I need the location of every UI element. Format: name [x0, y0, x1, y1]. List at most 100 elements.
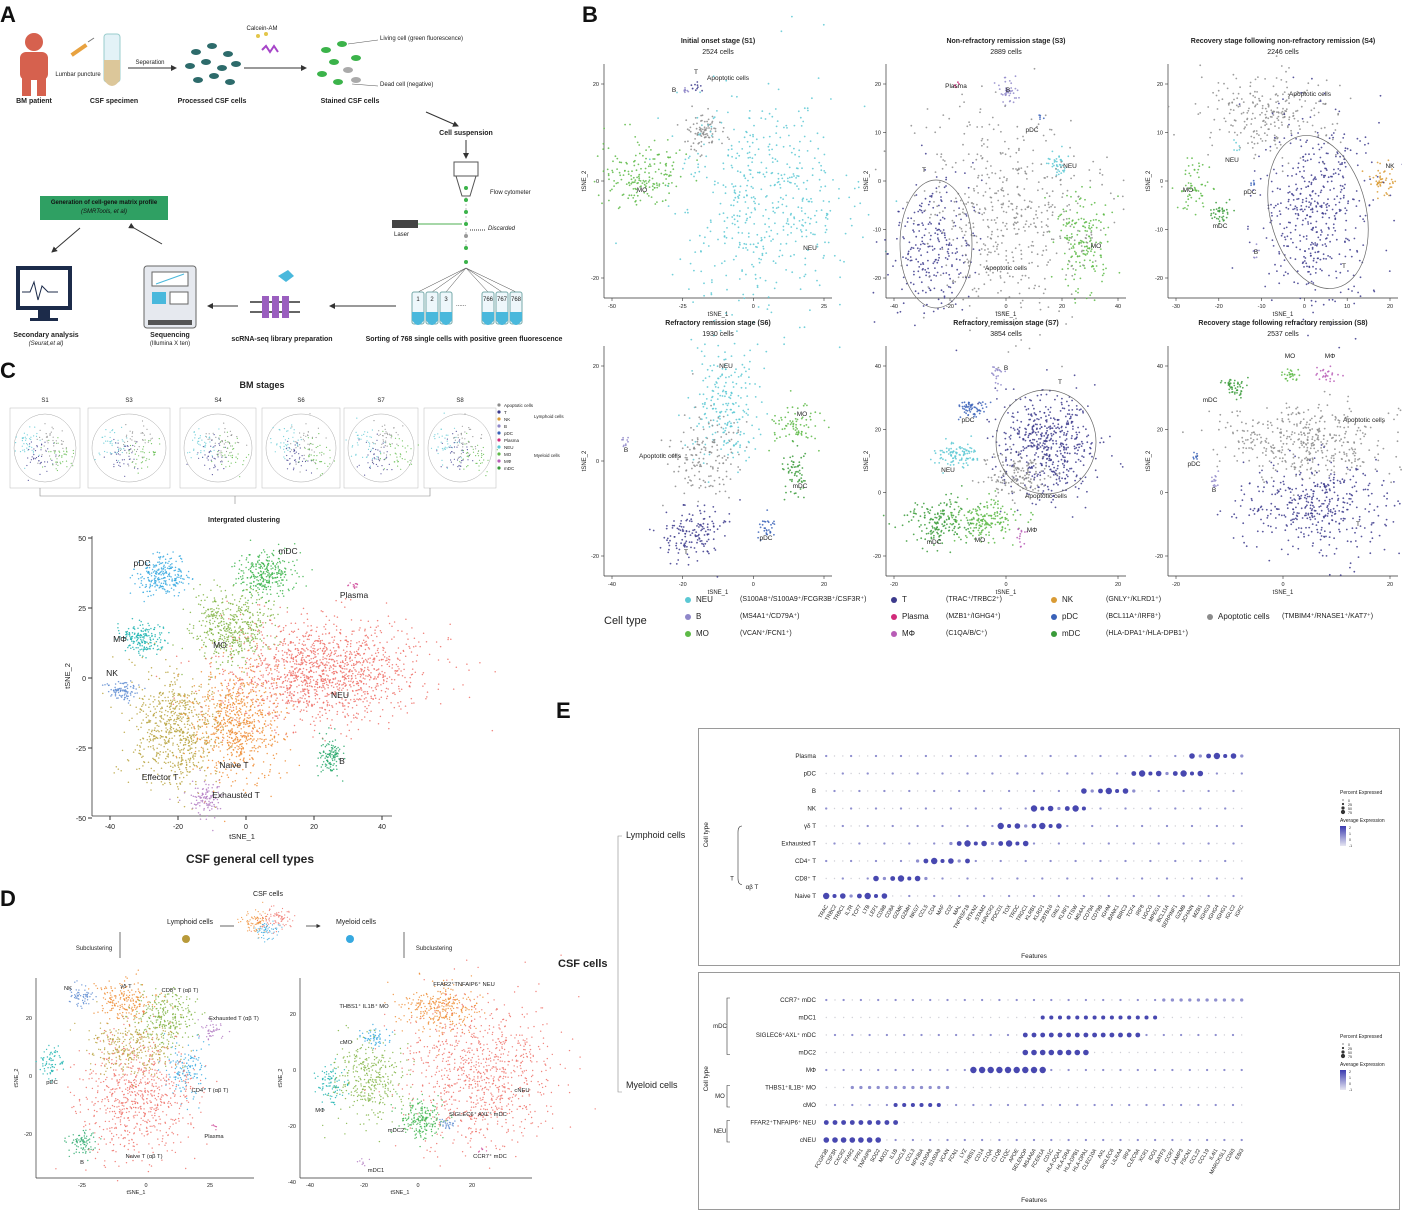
expression-dot: [983, 773, 984, 774]
cluster-label: Plasma: [340, 590, 369, 600]
expression-dot: [1215, 1017, 1216, 1018]
mini-stage-label: S8: [456, 398, 463, 404]
expression-dot: [885, 1086, 888, 1089]
expression-dot: [1180, 770, 1186, 776]
panel-b-stage-tsne: Initial onset stage (S1)2524 cells-50-25…: [580, 0, 1402, 640]
expression-dot: [912, 1052, 913, 1053]
legend-name: pDC: [1062, 612, 1078, 621]
cluster-label: Plasma: [204, 1134, 224, 1140]
expression-dot: [1084, 1015, 1088, 1019]
expression-dot: [1166, 825, 1168, 827]
expression-dot: [1068, 1087, 1069, 1088]
expression-dot: [1216, 877, 1218, 879]
mini-cluster: [270, 424, 302, 459]
expression-dot: [1059, 1139, 1060, 1140]
expression-dot: [1135, 1033, 1140, 1038]
expression-dot: [1067, 999, 1069, 1001]
mini-stage-plot-s8: [424, 408, 496, 488]
expression-dot: [851, 1086, 854, 1089]
expression-dot: [1232, 1122, 1233, 1123]
expression-dot: [981, 1104, 982, 1105]
expression-dot: [1215, 1139, 1216, 1140]
expression-dot: [1050, 790, 1051, 791]
expression-dot: [825, 1069, 827, 1071]
expression-dot: [1208, 878, 1209, 879]
expression-dot: [1056, 823, 1062, 829]
expression-dot: [877, 1069, 879, 1071]
expression-dot: [826, 1052, 827, 1053]
expression-dot: [1033, 1122, 1034, 1123]
expression-dot: [942, 808, 943, 809]
cluster-nk: [102, 680, 146, 704]
expression-dot: [1125, 878, 1126, 879]
expression-dot: [860, 1034, 861, 1035]
expression-dot: [884, 1120, 889, 1125]
expression-dot: [921, 999, 922, 1000]
expression-dot: [850, 773, 851, 774]
expression-dot: [1129, 999, 1130, 1000]
expression-dot: [886, 1104, 888, 1106]
expression-dot: [1051, 1087, 1052, 1088]
expression-dot: [1041, 772, 1043, 774]
legend-name: NEU: [696, 595, 713, 604]
expression-dot: [912, 999, 914, 1001]
expression-dot: [1099, 860, 1101, 862]
expression-dot: [850, 878, 851, 879]
expression-dot: [1008, 895, 1010, 897]
expression-dot: [1102, 1069, 1104, 1071]
expression-dot: [1025, 773, 1026, 774]
cluster-label: cMO: [340, 1040, 353, 1046]
expression-dot: [1172, 1034, 1173, 1035]
expression-dot: [900, 895, 901, 896]
expression-dot: [1025, 999, 1026, 1000]
expression-dot: [1066, 1050, 1072, 1056]
expression-dot: [964, 1017, 965, 1018]
expression-dot: [834, 825, 835, 826]
x-tick-label: 25: [207, 1183, 213, 1189]
expression-dot: [909, 825, 910, 826]
expression-dot: [955, 1139, 956, 1140]
mini-cluster: [346, 418, 386, 467]
expression-dot: [1154, 1139, 1156, 1141]
processed-label: Processed CSF cells: [178, 98, 247, 105]
expression-dot: [833, 790, 835, 792]
expression-dot: [912, 1122, 913, 1123]
expression-dot: [912, 1139, 914, 1141]
tube-label: 766: [483, 297, 493, 303]
expression-dot: [1094, 1087, 1095, 1088]
expression-dot: [1008, 878, 1009, 879]
flow-cytometer-icon: [392, 162, 486, 264]
expression-dot: [826, 1034, 827, 1035]
expression-dot: [1111, 1069, 1112, 1070]
expression-dot: [1124, 860, 1126, 862]
expression-dot: [931, 858, 937, 864]
expression-dot: [1180, 1034, 1182, 1036]
expression-dot: [1172, 1017, 1173, 1018]
expression-dot: [1166, 860, 1167, 861]
legend-markers: (MS4A1⁺/CD79A⁺): [740, 612, 800, 620]
expression-dot: [1049, 1015, 1053, 1019]
expression-dot: [1189, 1122, 1190, 1123]
expression-dot: [933, 790, 935, 792]
expression-dot: [892, 860, 893, 861]
expression-dot: [907, 876, 911, 880]
expression-dot: [1133, 895, 1135, 897]
expression-dot: [1042, 843, 1043, 844]
expression-dot: [940, 859, 944, 863]
expression-dot: [975, 878, 976, 879]
expression-dot: [1067, 1139, 1069, 1141]
expression-dot: [1075, 773, 1076, 774]
living-label: Living cell (green fluorescence): [380, 36, 463, 42]
expression-dot: [1214, 998, 1217, 1001]
expression-dot: [1197, 771, 1203, 777]
expression-dot: [946, 1139, 948, 1141]
expression-dot: [1074, 755, 1076, 757]
expression-dot: [964, 1104, 965, 1105]
expression-dot: [1206, 1087, 1207, 1088]
expression-dot: [894, 999, 896, 1001]
expression-dot: [1224, 1122, 1225, 1123]
expression-dot: [941, 877, 943, 879]
expression-dot: [1058, 755, 1059, 756]
